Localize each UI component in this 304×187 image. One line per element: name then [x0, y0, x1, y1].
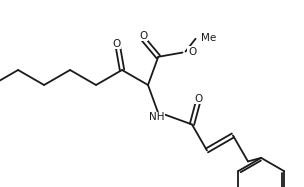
Text: O: O [140, 30, 148, 41]
Text: NH: NH [149, 112, 164, 122]
Text: Me: Me [201, 33, 216, 43]
Text: O: O [195, 94, 203, 104]
Text: O: O [188, 47, 196, 56]
Text: O: O [112, 39, 120, 49]
